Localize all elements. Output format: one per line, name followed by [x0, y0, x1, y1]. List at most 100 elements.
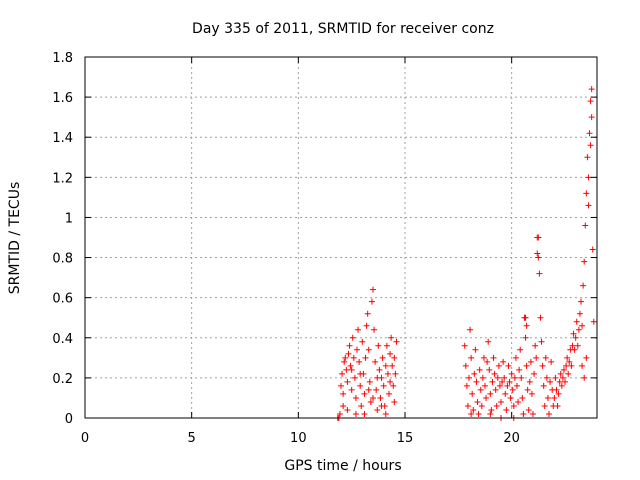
data-point-marker: [511, 374, 518, 381]
data-point-marker: [348, 366, 355, 373]
data-point-marker: [536, 270, 543, 277]
data-point-marker: [370, 286, 376, 293]
data-point-marker: [534, 234, 541, 241]
data-point-marker: [502, 390, 509, 397]
data-point-marker: [361, 410, 368, 417]
data-point-marker: [356, 358, 363, 365]
data-point-marker: [390, 382, 397, 389]
data-point-marker: [466, 374, 472, 381]
data-point-marker: [343, 366, 350, 373]
data-point-marker: [533, 354, 540, 361]
data-point-marker: [484, 358, 491, 365]
data-point-marker: [579, 362, 586, 369]
data-point-marker: [537, 314, 544, 321]
data-point-marker: [364, 310, 371, 317]
data-point-marker: [559, 374, 566, 381]
data-point-marker: [469, 390, 476, 397]
data-point-marker: [386, 390, 392, 397]
data-point-marker: [568, 362, 575, 369]
data-point-marker: [575, 326, 582, 333]
data-point-marker: [494, 374, 501, 381]
data-point-marker: [558, 382, 565, 389]
data-point-marker: [506, 378, 513, 385]
data-point-marker: [573, 318, 580, 325]
data-point-marker: [534, 250, 541, 257]
data-point-marker: [382, 410, 389, 417]
data-point-marker: [367, 398, 374, 405]
data-point-marker: [526, 378, 533, 385]
data-point-marker: [585, 202, 592, 209]
data-point-marker: [547, 378, 554, 385]
data-point-marker: [499, 378, 506, 385]
data-point-marker: [474, 398, 481, 405]
data-point-marker: [579, 322, 586, 329]
data-point-marker: [488, 406, 495, 413]
data-point-marker: [527, 358, 534, 365]
data-point-marker: [493, 402, 500, 409]
data-point-marker: [532, 342, 539, 349]
data-point-marker: [365, 386, 372, 393]
data-point-marker: [584, 154, 591, 161]
data-point-marker: [514, 382, 520, 389]
data-point-marker: [544, 394, 551, 401]
axis-ticks: 0 5 10 15 20 0 0.2 0.4 0.6 0.8 1 1.2 1.4 1.6 1.8: [52, 51, 597, 446]
data-point-marker: [540, 382, 547, 389]
data-point-marker: [479, 374, 486, 381]
data-point-marker: [464, 402, 471, 409]
data-point-marker: [344, 406, 351, 413]
data-point-marker: [483, 394, 490, 401]
data-point-marker: [350, 354, 357, 361]
data-point-marker: [340, 390, 347, 397]
data-point-marker: [357, 382, 364, 389]
data-point-marker: [512, 354, 519, 361]
data-point-marker: [379, 354, 386, 361]
data-point-marker: [384, 370, 391, 377]
data-point-marker: [543, 374, 550, 381]
data-point-marker: [576, 310, 583, 317]
data-point-marker: [389, 362, 396, 369]
data-point-marker: [505, 362, 512, 369]
data-point-marker: [338, 382, 344, 389]
data-point-marker: [467, 326, 474, 333]
y-tick-label: 1.6: [52, 91, 73, 106]
data-point-marker: [530, 410, 536, 417]
data-point-marker: [583, 354, 590, 361]
x-tick-label: 10: [290, 431, 307, 446]
data-point-marker: [365, 346, 372, 353]
data-point-marker: [344, 378, 351, 385]
data-point-marker: [374, 406, 381, 413]
data-point-marker: [355, 326, 362, 333]
data-point-marker: [352, 394, 359, 401]
data-point-marker: [372, 358, 379, 365]
y-tick-label: 1: [65, 211, 73, 226]
grid: [85, 57, 597, 418]
data-point-marker: [569, 342, 576, 349]
data-point-marker: [542, 354, 549, 361]
data-point-marker: [491, 370, 498, 377]
data-point-marker: [468, 354, 475, 361]
data-point-marker: [590, 318, 597, 325]
data-point-marker: [346, 342, 353, 349]
data-point-marker: [528, 390, 535, 397]
y-tick-label: 1.2: [52, 171, 73, 186]
data-point-marker: [515, 398, 522, 405]
data-point-marker: [377, 394, 384, 401]
data-point-marker: [391, 398, 398, 405]
data-point-marker: [482, 382, 488, 389]
data-point-marker: [510, 402, 517, 409]
data-point-marker: [503, 406, 510, 413]
data-point-marker: [462, 362, 469, 369]
data-point-marker: [563, 362, 570, 369]
plot-frame: [84, 56, 598, 419]
y-tick-label: 1.8: [52, 51, 73, 66]
x-tick-label: 15: [397, 431, 414, 446]
data-point-marker: [507, 394, 514, 401]
data-point-marker: [375, 342, 382, 349]
y-tick-label: 1.4: [52, 131, 73, 146]
data-point-marker: [578, 298, 584, 305]
data-point-marker: [560, 366, 567, 373]
data-point-marker: [504, 382, 511, 389]
data-point-marker: [516, 366, 523, 373]
data-point-marker: [588, 114, 595, 121]
